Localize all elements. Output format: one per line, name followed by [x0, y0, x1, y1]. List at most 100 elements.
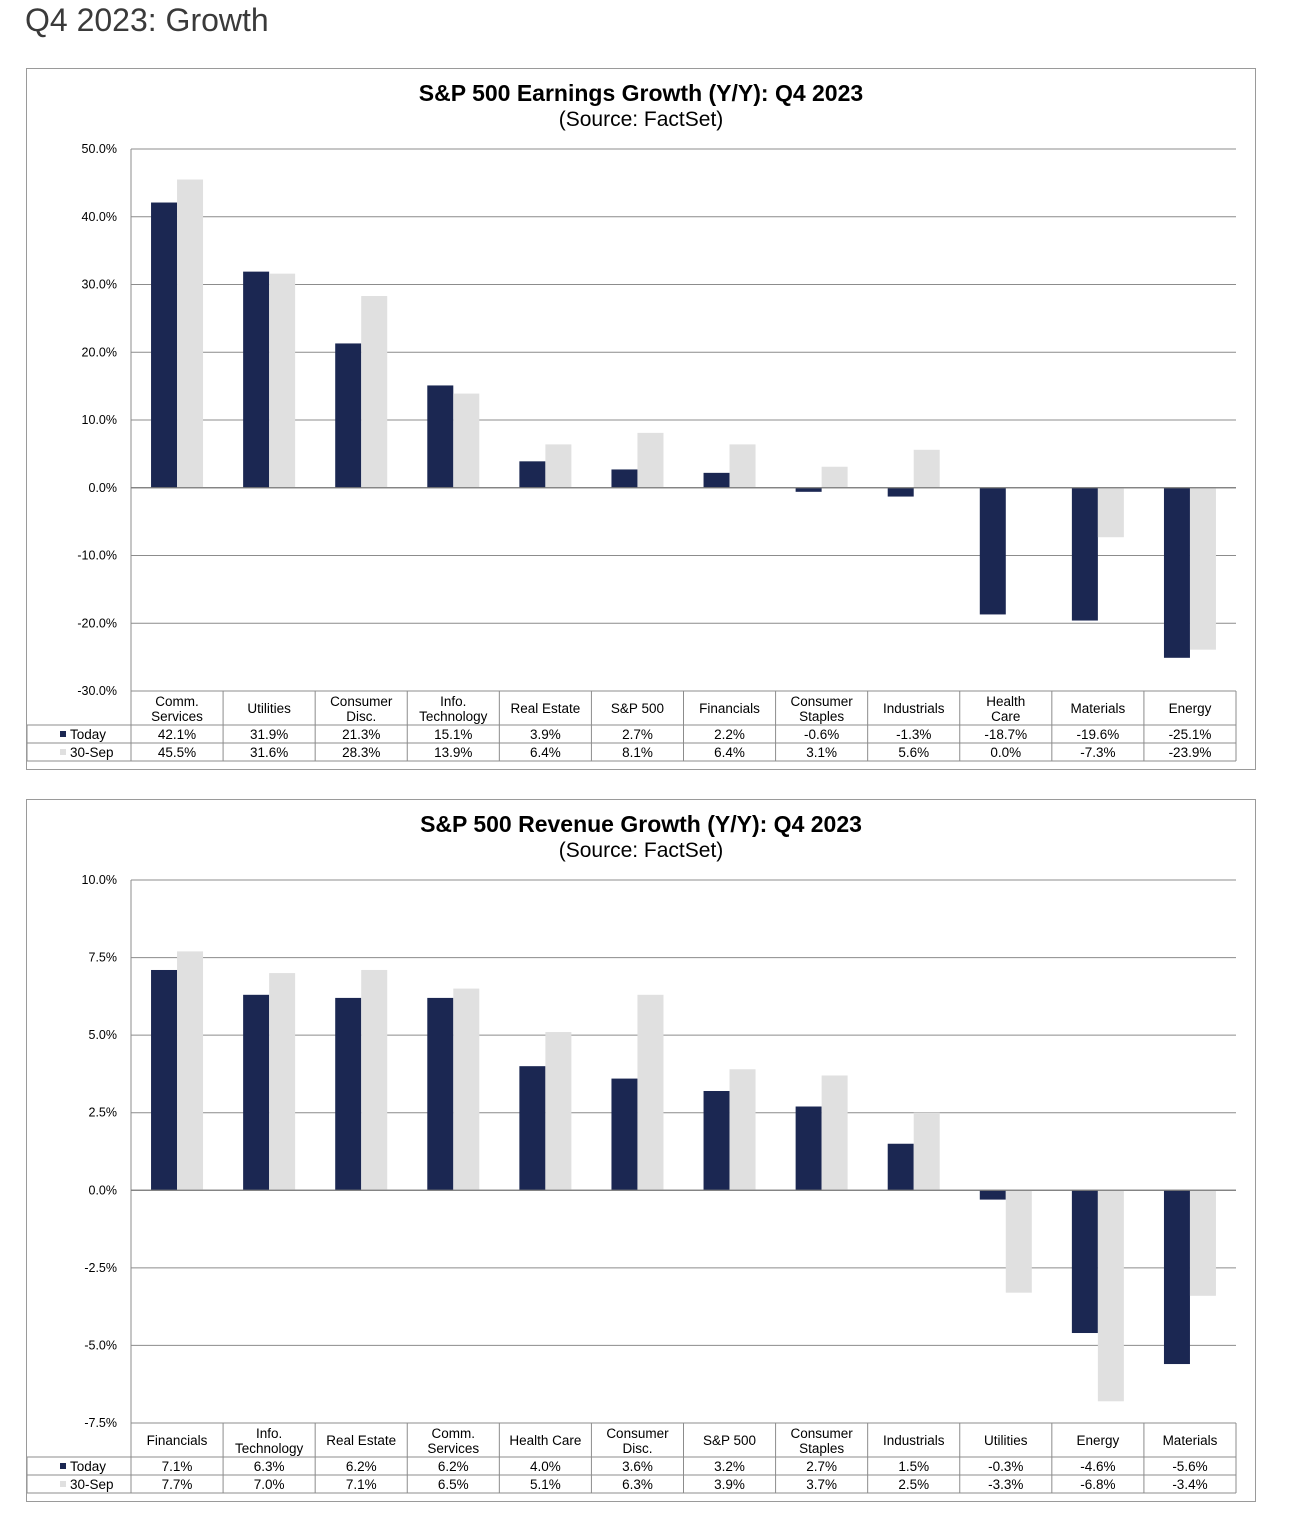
data-label: 6.2%: [438, 1459, 469, 1474]
category-label: Health Care: [986, 694, 1025, 724]
y-tick-label: 20.0%: [82, 345, 117, 359]
bar-today: [1163, 1190, 1190, 1365]
chart-subtitle: (Source: FactSet): [558, 839, 724, 862]
bar-today: [1163, 487, 1190, 658]
category-label: Health Care: [509, 1433, 581, 1448]
y-tick-label: -5.0%: [84, 1338, 117, 1352]
chart-title: S&P 500 Earnings Growth (Y/Y): Q4 2023: [418, 80, 864, 106]
category-label: Consumer Disc.: [330, 694, 393, 724]
data-label: -7.3%: [1080, 745, 1115, 760]
data-label: 31.9%: [250, 727, 288, 742]
bar-30-sep: [361, 969, 388, 1191]
data-label: -4.6%: [1080, 1459, 1115, 1474]
y-tick-label: 10.0%: [82, 873, 117, 887]
category-label: Financials: [147, 1433, 208, 1448]
data-label: 3.7%: [806, 1477, 837, 1492]
data-label: -0.3%: [988, 1459, 1023, 1474]
bar-today: [979, 1190, 1006, 1200]
data-label: 6.4%: [530, 745, 561, 760]
bar-30-sep: [1097, 1190, 1124, 1402]
data-label: 7.7%: [162, 1477, 193, 1492]
bar-today: [335, 997, 362, 1191]
legend-label: 30-Sep: [70, 745, 114, 760]
data-label: 2.7%: [622, 727, 653, 742]
y-tick-label: 0.0%: [89, 481, 118, 495]
y-tick-label: -30.0%: [77, 684, 117, 698]
bar-today: [611, 1078, 638, 1191]
category-label: Consumer Disc.: [606, 1426, 669, 1456]
category-label: Comm. Services: [427, 1426, 479, 1456]
revenue-chart-plot: 10.0% 7.5% 5.0% 2.5% 0.0% -2.5% -5.0% -7.5% Fina…: [27, 873, 1237, 1494]
revenue-growth-chart: S&P 500 Revenue Growth (Y/Y): Q4 2023 (S…: [26, 799, 1256, 1502]
data-label: -23.9%: [1169, 745, 1212, 760]
legend-label: 30-Sep: [70, 1477, 114, 1492]
data-label: 21.3%: [342, 727, 380, 742]
bar-30-sep: [729, 444, 756, 488]
y-tick-label: -7.5%: [84, 1416, 117, 1430]
bar-30-sep: [821, 466, 848, 488]
category-label: Utilities: [247, 701, 291, 716]
data-label: 5.6%: [898, 745, 929, 760]
data-label: 2.7%: [806, 1459, 837, 1474]
bar-today: [703, 1090, 730, 1191]
bar-today: [427, 385, 454, 488]
chart-subtitle: (Source: FactSet): [558, 108, 724, 131]
data-label: -5.6%: [1172, 1459, 1207, 1474]
bar-30-sep: [1005, 1190, 1032, 1293]
data-label: 3.1%: [806, 745, 837, 760]
bar-today: [795, 487, 822, 492]
chart-title: S&P 500 Revenue Growth (Y/Y): Q4 2023: [420, 811, 862, 837]
data-label: -0.6%: [804, 727, 839, 742]
bar-30-sep: [177, 179, 204, 488]
data-label: 42.1%: [158, 727, 196, 742]
earnings-growth-chart: S&P 500 Earnings Growth (Y/Y): Q4 2023 (…: [26, 68, 1256, 770]
category-label: Real Estate: [510, 701, 580, 716]
category-label: Comm. Services: [151, 694, 203, 724]
data-label: 1.5%: [898, 1459, 929, 1474]
data-label: 7.1%: [346, 1477, 377, 1492]
bar-30-sep: [913, 1112, 940, 1191]
data-label: 3.6%: [622, 1459, 653, 1474]
data-label: 2.5%: [898, 1477, 929, 1492]
data-label: 6.3%: [622, 1477, 653, 1492]
y-tick-label: 50.0%: [82, 142, 117, 156]
category-label: Info. Technology: [235, 1426, 304, 1456]
category-label: Consumer Staples: [790, 1426, 853, 1456]
data-label: 45.5%: [158, 745, 196, 760]
bar-today: [243, 271, 270, 488]
legend-label: Today: [70, 727, 106, 742]
category-label: Consumer Staples: [790, 694, 853, 724]
bar-30-sep: [637, 994, 664, 1191]
data-label: 7.1%: [162, 1459, 193, 1474]
y-tick-label: 40.0%: [82, 210, 117, 224]
data-label: -6.8%: [1080, 1477, 1115, 1492]
bar-today: [243, 994, 270, 1191]
y-tick-label: 2.5%: [89, 1106, 118, 1120]
bar-today: [519, 1066, 546, 1191]
legend-key-today: [60, 1463, 66, 1469]
data-label: 7.0%: [254, 1477, 285, 1492]
bar-today: [1071, 1190, 1098, 1334]
legend-label: Today: [70, 1459, 106, 1474]
page-title: Q4 2023: Growth: [25, 2, 269, 38]
bar-today: [335, 343, 362, 488]
y-tick-label: 0.0%: [89, 1183, 118, 1197]
y-tick-label: -20.0%: [77, 616, 117, 630]
bar-30-sep: [545, 1032, 572, 1191]
category-label: Materials: [1163, 1433, 1218, 1448]
data-label: 3.9%: [714, 1477, 745, 1492]
bar-today: [611, 469, 638, 488]
data-label: -19.6%: [1076, 727, 1119, 742]
data-label: 13.9%: [434, 745, 472, 760]
data-label: 6.4%: [714, 745, 745, 760]
category-label: Utilities: [984, 1433, 1028, 1448]
bar-30-sep: [453, 988, 480, 1191]
data-label: 6.5%: [438, 1477, 469, 1492]
data-label: -25.1%: [1169, 727, 1212, 742]
y-tick-label: 5.0%: [89, 1028, 118, 1042]
category-label: Materials: [1070, 701, 1125, 716]
category-label: Industrials: [883, 1433, 945, 1448]
data-label: 5.1%: [530, 1477, 561, 1492]
data-label: 6.3%: [254, 1459, 285, 1474]
data-label: 3.2%: [714, 1459, 745, 1474]
